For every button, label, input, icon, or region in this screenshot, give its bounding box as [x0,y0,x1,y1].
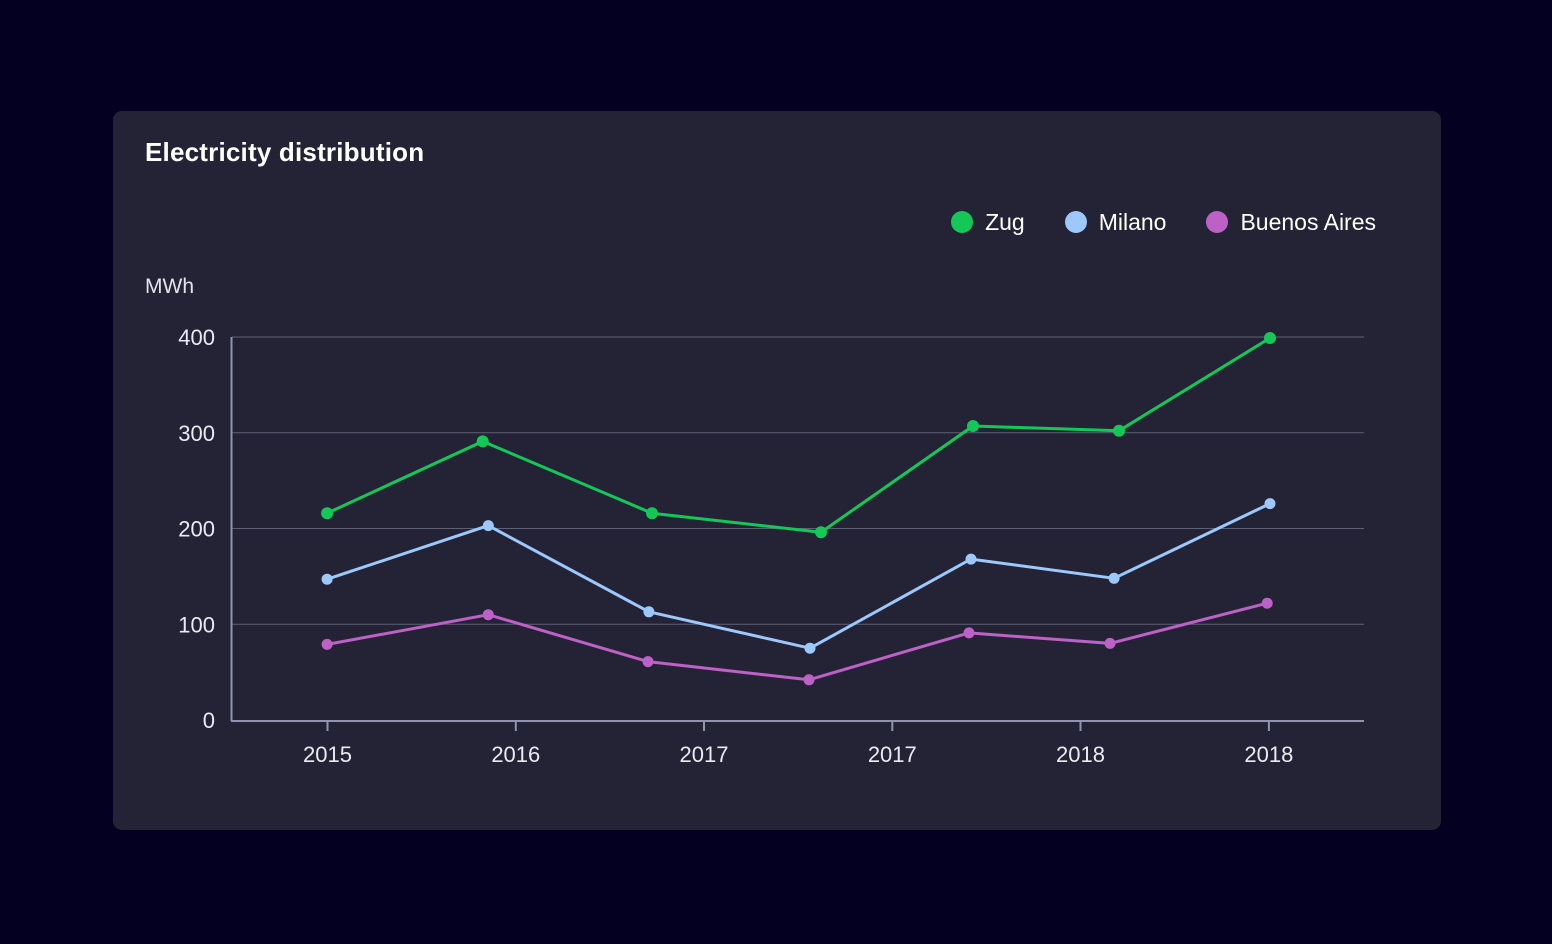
data-point-buenos-aires-3[interactable] [803,674,815,686]
legend-dot-zug [951,211,974,233]
data-point-zug-1[interactable] [476,435,489,448]
x-axis-label-1: 2016 [491,742,540,767]
data-point-milano-4[interactable] [965,553,977,565]
data-point-buenos-aires-1[interactable] [482,609,494,621]
legend-dot-buenos-aires [1206,211,1229,233]
data-point-zug-6[interactable] [1264,332,1276,344]
legend-item-milano[interactable]: Milano [1064,208,1167,236]
data-point-zug-4[interactable] [967,420,979,432]
legend-label-zug: Zug [985,208,1025,235]
data-point-buenos-aires-5[interactable] [1104,637,1116,649]
legend-item-buenos-aires[interactable]: Buenos Aires [1206,209,1376,236]
data-point-zug-3[interactable] [815,526,827,539]
series-line-buenos-aires [325,601,1269,682]
y-axis-label-200: 200 [178,517,215,542]
data-point-milano-3[interactable] [804,642,816,654]
legend-item-zug[interactable]: Zug [951,209,1025,236]
legend-label-milano: Milano [1098,208,1167,235]
data-point-milano-5[interactable] [1108,572,1120,584]
chart-title: Electricity distribution [145,137,425,167]
data-point-milano-6[interactable] [1264,498,1276,510]
data-point-milano-0[interactable] [321,573,333,585]
x-axis-label-0: 2015 [303,742,352,767]
data-point-zug-0[interactable] [321,507,334,520]
y-axis-unit-label: MWh [145,275,194,298]
data-point-buenos-aires-2[interactable] [642,656,654,668]
legend-label-buenos-aires: Buenos Aires [1240,208,1376,235]
y-axis-label-400: 400 [178,325,215,350]
x-axis-label-3: 2017 [868,742,917,767]
data-point-buenos-aires-6[interactable] [1261,597,1273,609]
series-line-zug [325,336,1272,534]
series-line-milano [325,502,1272,650]
x-axis-label-5: 2018 [1244,742,1293,767]
data-point-buenos-aires-4[interactable] [963,627,975,639]
data-point-zug-2[interactable] [646,507,658,520]
y-axis-label-100: 100 [178,612,215,637]
data-point-milano-1[interactable] [482,520,494,532]
y-axis-label-300: 300 [178,421,215,446]
chart-legend: Zug Milano Buenos Aires [951,206,1376,238]
data-point-zug-5[interactable] [1113,424,1125,437]
data-point-buenos-aires-0[interactable] [321,638,333,650]
y-axis-label-0: 0 [203,708,215,733]
x-axis-label-4: 2018 [1056,742,1105,767]
legend-dot-milano [1064,211,1087,233]
data-point-milano-2[interactable] [643,606,655,618]
x-axis-label-2: 2017 [680,742,729,767]
